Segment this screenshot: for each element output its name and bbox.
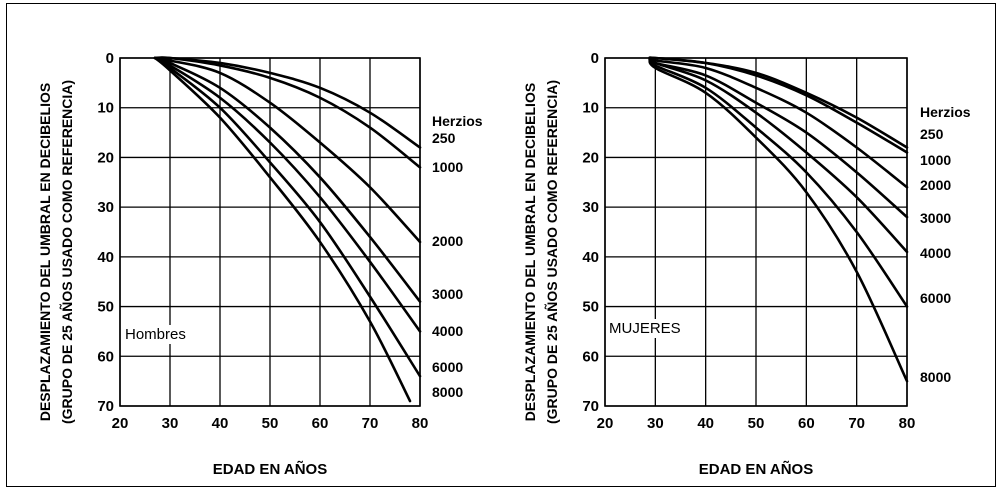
series-line-2000hz: [153, 56, 422, 244]
figure-frame: [6, 3, 996, 487]
y-tick-label: 30: [97, 199, 114, 216]
series-label-1000hz: 1000: [432, 159, 463, 175]
y-tick-label: 70: [97, 398, 114, 415]
series-label-2000hz: 2000: [920, 177, 951, 193]
y-tick-label: 50: [582, 299, 599, 316]
y-tick-label: 60: [97, 348, 114, 365]
y-axis-label-line1: DESPLAZAMIENTO DEL UMBRAL EN DECIBELIOS: [522, 83, 538, 421]
x-tick-label: 40: [697, 415, 714, 432]
series-label-6000hz: 6000: [432, 359, 463, 375]
x-tick-label: 60: [312, 415, 329, 432]
y-axis-label-line2: (GRUPO DE 25 AÑOS USADO COMO REFERENCIA): [543, 80, 560, 424]
series-line-6000hz: [153, 56, 422, 378]
panel-label: MUJERES: [609, 320, 681, 337]
y-tick-label: 0: [591, 50, 599, 67]
series-line-6000hz: [648, 56, 909, 308]
y-tick-label: 70: [582, 398, 599, 415]
legend-title: Herzios: [432, 113, 483, 129]
x-axis-label: EDAD EN AÑOS: [213, 460, 327, 478]
x-tick-label: 60: [798, 415, 815, 432]
x-axis-label: EDAD EN AÑOS: [699, 460, 813, 478]
x-tick-label: 80: [412, 415, 429, 432]
plot-area: [604, 57, 908, 407]
y-tick-label: 50: [97, 299, 114, 316]
series-label-8000hz: 8000: [432, 384, 463, 400]
series-label-250hz: 250: [432, 130, 456, 146]
y-tick-label: 0: [106, 50, 114, 67]
series-line-8000hz: [648, 56, 909, 383]
y-tick-label: 20: [97, 149, 114, 166]
legend-title: Herzios: [920, 104, 971, 120]
series-label-250hz: 250: [920, 126, 944, 142]
series-label-3000hz: 3000: [432, 286, 463, 302]
series-label-4000hz: 4000: [920, 245, 951, 261]
series-line-2000hz: [648, 56, 909, 189]
x-tick-label: 30: [647, 415, 664, 432]
chart-panel-1: 20 30 40 50 60 70 80 0 10 20 30 40 50 60 70 EDAD EN AÑO…: [37, 50, 483, 478]
y-tick-label: 30: [582, 199, 599, 216]
y-tick-label: 40: [582, 249, 599, 266]
series-label-6000hz: 6000: [920, 290, 951, 306]
series-label-3000hz: 3000: [920, 210, 951, 226]
y-axis-label-line1: DESPLAZAMIENTO DEL UMBRAL EN DECIBELIOS: [37, 83, 53, 421]
x-tick-label: 50: [748, 415, 765, 432]
x-tick-label: 80: [899, 415, 916, 432]
series-line-4000hz: [648, 56, 909, 254]
series-line-3000hz: [153, 56, 422, 303]
series-label-4000hz: 4000: [432, 323, 463, 339]
y-tick-label: 20: [582, 149, 599, 166]
y-tick-label: 10: [582, 100, 599, 117]
series-line-1000hz: [153, 56, 422, 169]
panel-label-background: [607, 319, 683, 338]
x-tick-label: 50: [262, 415, 279, 432]
x-tick-label: 20: [597, 415, 614, 432]
series-line-4000hz: [153, 56, 422, 333]
x-tick-label: 20: [112, 415, 129, 432]
plot-area: [119, 57, 421, 407]
series-line-1000hz: [648, 56, 909, 154]
x-tick-label: 70: [848, 415, 865, 432]
x-tick-label: 30: [162, 415, 179, 432]
y-tick-label: 10: [97, 100, 114, 117]
x-tick-label: 40: [212, 415, 229, 432]
series-label-1000hz: 1000: [920, 152, 951, 168]
panel-label: Hombres: [125, 326, 186, 343]
y-tick-label: 40: [97, 249, 114, 266]
series-label-8000hz: 8000: [920, 369, 951, 385]
series-line-8000hz: [153, 56, 412, 403]
y-axis-label-line2: (GRUPO DE 25 AÑOS USADO COMO REFERENCIA): [58, 80, 75, 424]
x-tick-label: 70: [362, 415, 379, 432]
y-tick-label: 60: [582, 348, 599, 365]
series-label-2000hz: 2000: [432, 233, 463, 249]
panel-label-background: [123, 325, 188, 344]
chart-panel-2: 20 30 40 50 60 70 80 0 10 20 30 40 50 60 70 EDAD EN AÑO…: [522, 50, 971, 478]
